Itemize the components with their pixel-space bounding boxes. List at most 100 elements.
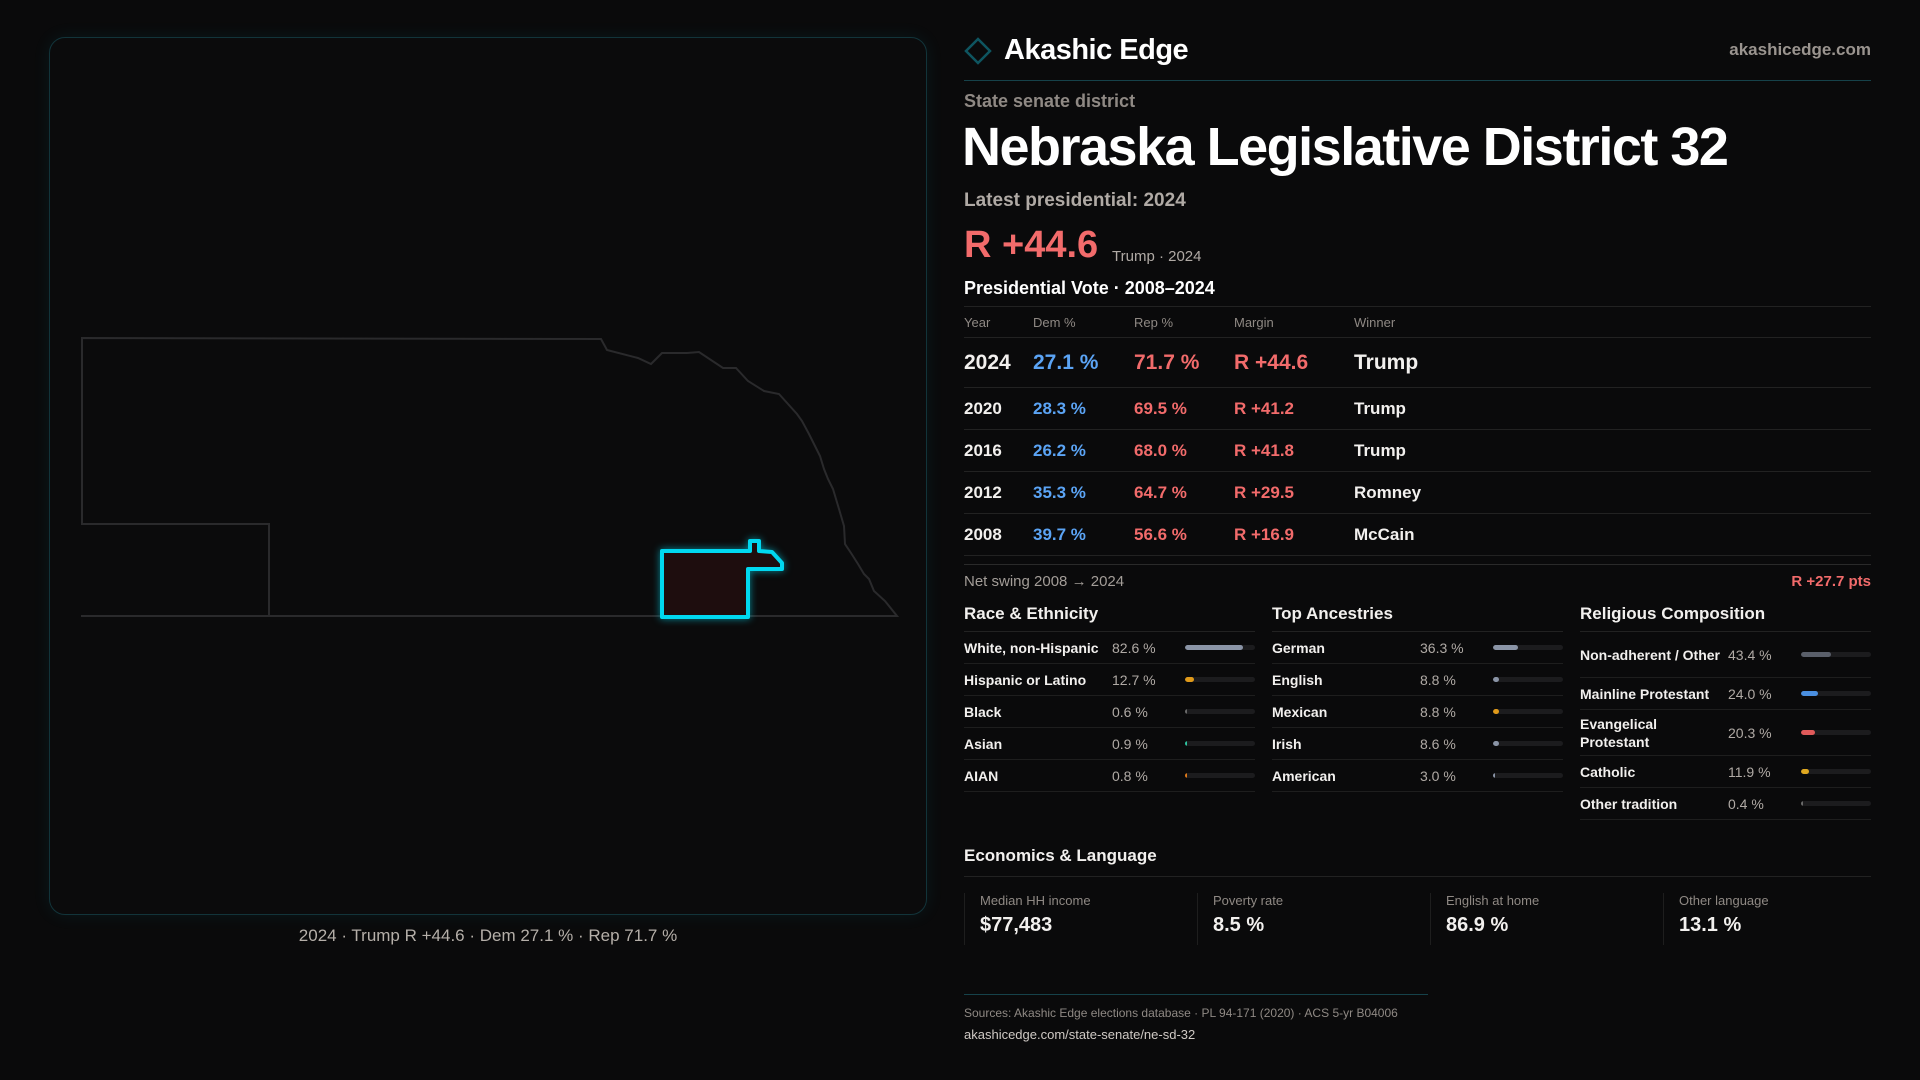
list-item: AIAN 0.8 % (964, 760, 1255, 792)
bar-track (1493, 741, 1563, 746)
bar-fill (1185, 709, 1187, 714)
item-label: Mexican (1272, 703, 1328, 720)
economics-cards: Median HH income $77,483 Poverty rate 8.5 %… (964, 893, 1896, 945)
bar-track (1185, 677, 1255, 682)
margin-cell: R +41.8 (1234, 440, 1295, 460)
site-link[interactable]: akashicedge.com (1729, 40, 1871, 59)
item-label: Evangelical Protestant (1580, 715, 1658, 750)
map-panel[interactable] (49, 37, 927, 915)
sources: Sources: Akashic Edge elections database… (964, 1006, 1398, 1020)
presidential-vote-title: Presidential Vote · 2008–2024 (964, 278, 1215, 298)
list-item: Evangelical Protestant 20.3 % (1580, 710, 1871, 756)
district-32-highlight[interactable] (660, 539, 784, 619)
item-label: German (1272, 639, 1325, 656)
item-label: White, non-Hispanic (964, 639, 1099, 656)
winner-cell: Trump (1354, 440, 1406, 460)
item-label: English (1272, 671, 1323, 688)
race-ethnicity-section: Race & Ethnicity White, non-Hispanic 82.6 … (964, 602, 1255, 792)
margin-cell: R +41.2 (1234, 398, 1295, 418)
item-label: Irish (1272, 735, 1302, 752)
econ-value: 13.1 % (1679, 914, 1742, 936)
economics-title: Economics & Language (964, 846, 1157, 865)
net-swing-value: R +27.7 pts (1791, 573, 1871, 590)
page-title: Nebraska Legislative District 32 (962, 117, 1729, 177)
list-item: Other tradition 0.4 % (1580, 788, 1871, 820)
footer-divider (964, 994, 1428, 995)
bar-track (1493, 677, 1563, 682)
bar-fill (1493, 741, 1500, 746)
bar-fill (1185, 677, 1194, 682)
item-value: 0.4 % (1728, 795, 1764, 812)
column-header: Dem % (1033, 314, 1076, 330)
latest-presidential: Latest presidential: 2024 (964, 190, 1186, 211)
dem-cell: 35.3 % (1033, 482, 1086, 502)
table-row: 2024 27.1 % 71.7 % R +44.6 Trump (964, 338, 1871, 388)
bar-fill (1493, 773, 1496, 778)
map-caption: 2024 · Trump R +44.6 · Dem 27.1 % · Rep … (298, 926, 678, 945)
winner-cell: Romney (1354, 482, 1422, 502)
column-header: Margin (1234, 314, 1274, 330)
column-header: Rep % (1134, 314, 1174, 330)
nebraska-map[interactable] (50, 38, 928, 916)
diamond-icon (964, 36, 992, 65)
list-item: White, non-Hispanic 82.6 % (964, 632, 1255, 664)
dem-cell: 39.7 % (1033, 524, 1086, 544)
bar-fill (1185, 645, 1243, 650)
item-value: 24.0 % (1728, 685, 1772, 702)
bar-track (1493, 773, 1563, 778)
bar-fill (1185, 773, 1187, 778)
year-cell: 2012 (964, 482, 1002, 502)
section-title: Top Ancestries (1272, 602, 1563, 632)
column-header: Year (964, 314, 991, 330)
item-value: 8.8 % (1420, 671, 1456, 688)
swing-divider (964, 564, 1871, 565)
item-value: 3.0 % (1420, 767, 1456, 784)
religion-section: Religious Composition Non-adherent / Othe… (1580, 602, 1871, 820)
column-header: Winner (1354, 314, 1396, 330)
presidential-table: Year Dem % Rep % Margin Winner 2024 27.1 % 71.7… (964, 306, 1871, 556)
table-row: 2012 35.3 % 64.7 % R +29.5 Romney (964, 472, 1871, 514)
winner-cell: McCain (1354, 524, 1415, 544)
item-label: Mainline Protestant (1580, 685, 1710, 702)
rep-cell: 56.6 % (1134, 524, 1187, 544)
item-label: Catholic (1580, 763, 1636, 780)
econ-label: English at home (1446, 893, 1540, 908)
item-value: 36.3 % (1420, 639, 1464, 656)
brand-name: Akashic Edge (1004, 34, 1189, 66)
list-item: Catholic 11.9 % (1580, 756, 1871, 788)
table-header: Year Dem % Rep % Margin Winner (964, 306, 1871, 338)
state-outline (81, 336, 900, 617)
econ-label: Other language (1679, 893, 1769, 908)
bar-track (1801, 801, 1871, 806)
item-value: 11.9 % (1728, 763, 1771, 780)
list-item: Asian 0.9 % (964, 728, 1255, 760)
item-value: 8.8 % (1420, 703, 1456, 720)
page-url[interactable]: akashicedge.com/state-senate/ne-sd-32 (964, 1027, 1196, 1042)
list-item: Hispanic or Latino 12.7 % (964, 664, 1255, 696)
item-label: American (1272, 767, 1336, 784)
dem-cell: 28.3 % (1033, 398, 1086, 418)
bar-track (1493, 709, 1563, 714)
brand[interactable]: Akashic Edge (964, 34, 1189, 67)
header-divider (964, 80, 1871, 81)
winner-cell: Trump (1354, 350, 1419, 374)
bar-track (1801, 769, 1871, 774)
year-cell: 2024 (964, 350, 1011, 374)
section-title: Race & Ethnicity (964, 602, 1255, 632)
list-item: Irish 8.6 % (1272, 728, 1563, 760)
year-cell: 2008 (964, 524, 1002, 544)
list-item: American 3.0 % (1272, 760, 1563, 792)
bar-fill (1801, 801, 1803, 806)
econ-value: $77,483 (980, 914, 1053, 936)
bar-track (1801, 730, 1871, 735)
margin-cell: R +16.9 (1234, 524, 1295, 544)
rep-cell: 71.7 % (1134, 350, 1200, 374)
bar-track (1801, 652, 1871, 657)
table-row: 2016 26.2 % 68.0 % R +41.8 Trump (964, 430, 1871, 472)
list-item: Non-adherent / Other 43.4 % (1580, 632, 1871, 678)
bar-track (1185, 709, 1255, 714)
item-value: 43.4 % (1728, 646, 1772, 663)
margin-cell: R +29.5 (1234, 482, 1295, 502)
econ-card: English at home 86.9 % (1430, 893, 1663, 945)
econ-value: 86.9 % (1446, 914, 1509, 936)
